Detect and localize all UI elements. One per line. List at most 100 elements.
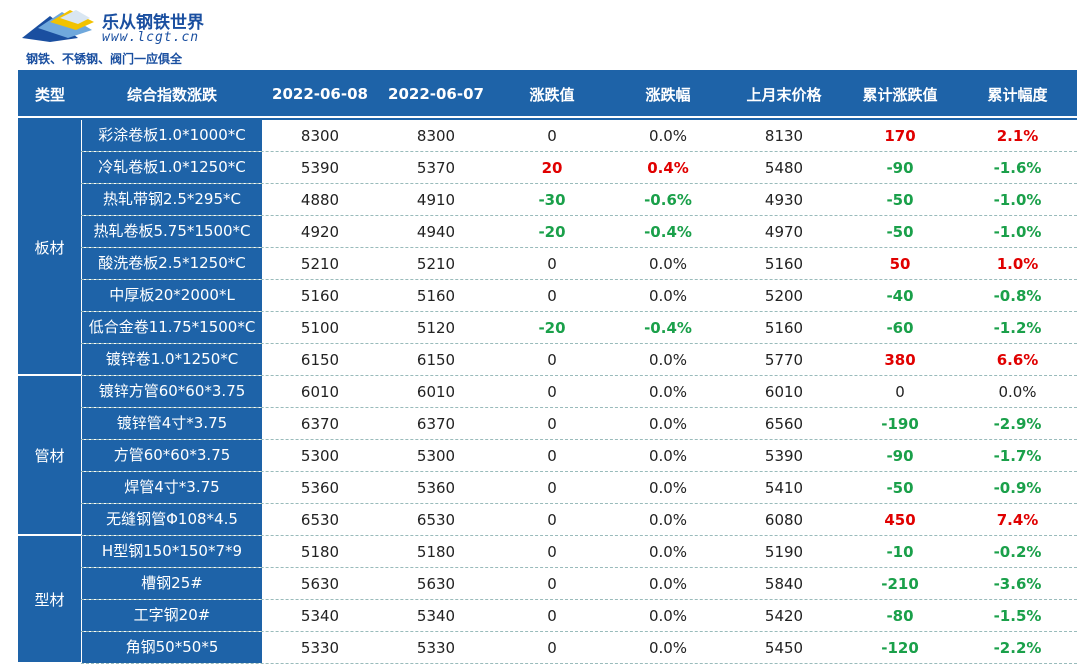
table-row: 镀锌管4寸*3.75 6370 6370 0 0.0% 6560 -190 -2.9%: [81, 408, 1077, 440]
product-name[interactable]: 焊管4寸*3.75: [81, 472, 262, 503]
price-current: 5300: [300, 446, 340, 465]
table-row: 方管60*60*3.75 5300 5300 0 0.0% 5390 -90 -1.7%: [81, 440, 1077, 472]
product-name[interactable]: 低合金卷11.75*1500*C: [81, 312, 262, 343]
cumulative-percent: -0.9%: [993, 478, 1042, 497]
price-previous: 6530: [416, 510, 456, 529]
last-month-price: 6010: [764, 382, 804, 401]
price-previous: 5180: [416, 542, 456, 561]
product-name[interactable]: 彩涂卷板1.0*1000*C: [81, 120, 262, 151]
logo-url[interactable]: www.lcgt.cn: [102, 30, 200, 45]
price-previous: 6150: [416, 350, 456, 369]
cumulative-percent: 7.4%: [996, 510, 1039, 529]
header-last-month: 上月末价格: [746, 85, 822, 104]
change-value: 0: [547, 126, 557, 145]
last-month-price: 6080: [764, 510, 804, 529]
cumulative-change: 50: [889, 254, 911, 273]
last-month-price: 5410: [764, 478, 804, 497]
product-name[interactable]: 镀锌卷1.0*1250*C: [81, 344, 262, 375]
header-type: 类型: [34, 85, 65, 104]
cumulative-percent: -3.6%: [993, 574, 1042, 593]
cumulative-percent: 0.0%: [998, 382, 1037, 401]
change-value: 0: [547, 510, 557, 529]
cumulative-percent: 2.1%: [996, 126, 1039, 145]
price-previous: 6370: [416, 414, 456, 433]
price-previous: 5370: [416, 158, 456, 177]
cumulative-change: 0: [895, 382, 905, 401]
header-change-pct: 涨跌幅: [645, 85, 691, 104]
change-value: 0: [547, 574, 557, 593]
table-row: 镀锌卷1.0*1250*C 6150 6150 0 0.0% 5770 380 6.6%: [81, 344, 1077, 376]
change-percent: 0.0%: [648, 542, 688, 561]
change-percent: 0.0%: [648, 638, 688, 657]
product-name[interactable]: 镀锌方管60*60*3.75: [81, 376, 262, 407]
product-name[interactable]: 槽钢25#: [81, 568, 262, 599]
group-2: 型材 H型钢150*150*7*9 5180 5180 0 0.0% 5190 -10 -0.2…: [18, 536, 1077, 664]
product-name[interactable]: 中厚板20*2000*L: [81, 280, 262, 311]
cumulative-percent: -1.5%: [993, 606, 1042, 625]
cumulative-change: 170: [884, 126, 916, 145]
price-current: 8300: [300, 126, 340, 145]
change-value: -20: [538, 318, 566, 337]
product-name[interactable]: 酸洗卷板2.5*1250*C: [81, 248, 262, 279]
price-current: 5160: [300, 286, 340, 305]
logo-title: 乐从钢铁世界: [102, 13, 204, 33]
price-current: 5210: [300, 254, 340, 273]
cumulative-percent: 1.0%: [996, 254, 1039, 273]
cumulative-percent: -2.9%: [993, 414, 1042, 433]
steel-logo-icon: [22, 10, 94, 42]
product-name[interactable]: 热轧卷板5.75*1500*C: [81, 216, 262, 247]
cumulative-change: -190: [881, 414, 919, 433]
change-percent: -0.4%: [644, 222, 692, 241]
price-current: 5630: [300, 574, 340, 593]
product-name[interactable]: 冷轧卷板1.0*1250*C: [81, 152, 262, 183]
cumulative-change: -40: [886, 286, 914, 305]
product-name[interactable]: 工字钢20#: [81, 600, 262, 631]
last-month-price: 5160: [764, 254, 804, 273]
price-previous: 6010: [416, 382, 456, 401]
cumulative-percent: -1.0%: [993, 222, 1042, 241]
cumulative-change: -50: [886, 222, 914, 241]
price-current: 5360: [300, 478, 340, 497]
price-previous: 5340: [416, 606, 456, 625]
product-name[interactable]: H型钢150*150*7*9: [81, 536, 262, 567]
header-name: 综合指数涨跌: [126, 85, 217, 104]
change-percent: 0.0%: [648, 478, 688, 497]
cumulative-change: -50: [886, 190, 914, 209]
category-label: 板材: [18, 120, 81, 376]
product-name[interactable]: 热轧带钢2.5*295*C: [81, 184, 262, 215]
cumulative-change: -120: [881, 638, 919, 657]
price-previous: 4940: [416, 222, 456, 241]
product-name[interactable]: 镀锌管4寸*3.75: [81, 408, 262, 439]
cumulative-change: -60: [886, 318, 914, 337]
group-0: 板材 彩涂卷板1.0*1000*C 8300 8300 0 0.0% 8130 170 2.1%…: [18, 120, 1077, 376]
last-month-price: 6560: [764, 414, 804, 433]
change-value: 0: [547, 638, 557, 657]
cumulative-percent: -0.8%: [993, 286, 1042, 305]
price-previous: 5210: [416, 254, 456, 273]
change-value: 0: [547, 286, 557, 305]
table-row: 镀锌方管60*60*3.75 6010 6010 0 0.0% 6010 0 0.0%: [81, 376, 1077, 408]
price-current: 6370: [300, 414, 340, 433]
site-logo[interactable]: 乐从钢铁世界 www.lcgt.cn 钢铁、不锈钢、阀门一应俱全: [20, 6, 260, 66]
change-percent: 0.0%: [648, 446, 688, 465]
table-body: 板材 彩涂卷板1.0*1000*C 8300 8300 0 0.0% 8130 170 2.1%…: [18, 120, 1077, 664]
cumulative-change: 380: [884, 350, 916, 369]
change-value: 20: [541, 158, 563, 177]
price-current: 5180: [300, 542, 340, 561]
table-row: 酸洗卷板2.5*1250*C 5210 5210 0 0.0% 5160 50 1.0%: [81, 248, 1077, 280]
last-month-price: 5840: [764, 574, 804, 593]
table-row: 槽钢25# 5630 5630 0 0.0% 5840 -210 -3.6%: [81, 568, 1077, 600]
change-value: 0: [547, 478, 557, 497]
product-name[interactable]: 无缝钢管Φ108*4.5: [81, 504, 262, 535]
change-value: 0: [547, 414, 557, 433]
category-label: 管材: [18, 376, 81, 536]
table-row: 中厚板20*2000*L 5160 5160 0 0.0% 5200 -40 -0.8%: [81, 280, 1077, 312]
change-value: 0: [547, 350, 557, 369]
table-header: 类型 综合指数涨跌 2022-06-08 2022-06-07 涨跌值 涨跌幅 …: [18, 70, 1077, 116]
product-name[interactable]: 方管60*60*3.75: [81, 440, 262, 471]
cumulative-percent: -1.6%: [993, 158, 1042, 177]
table-row: 角钢50*50*5 5330 5330 0 0.0% 5450 -120 -2.2%: [81, 632, 1077, 664]
price-current: 5100: [300, 318, 340, 337]
change-value: -20: [538, 222, 566, 241]
product-name[interactable]: 角钢50*50*5: [81, 632, 262, 663]
